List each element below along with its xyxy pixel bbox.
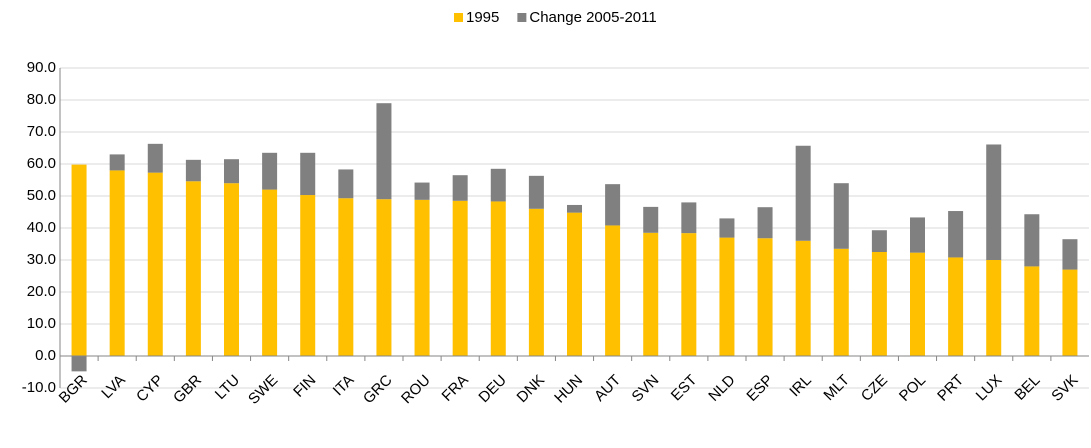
x-tick-label: GRC [360,372,396,408]
x-tick-label: LUX [973,372,1006,405]
y-tick-label: 60.0 [27,155,56,172]
bar-segment [719,218,735,238]
legend-swatch [517,13,527,22]
y-tick-label: 10.0 [27,315,56,332]
x-tick-label: PRT [934,372,967,405]
bar-segment [147,143,163,173]
x-tick-label: MLT [820,372,852,404]
bar-segment [185,159,201,182]
x-tick-label: ROU [398,372,434,408]
bar-segment [262,189,278,356]
y-tick-label: -10.0 [22,379,56,396]
x-tick-label: CYP [133,372,167,406]
bar-segment [1062,269,1078,356]
bar-segment [185,181,201,356]
bar-segment [262,152,278,190]
bar-segment [719,237,735,356]
bar-segment [833,248,849,356]
bar-segment [757,238,773,356]
bar-segment [948,257,964,356]
bar-segment [605,225,621,356]
x-tick-label: HUN [551,372,586,407]
bar-segment [567,212,582,356]
x-tick-label: SVN [629,372,663,406]
x-tick-label: ITA [330,372,358,400]
bar-segment [795,145,811,241]
bar-segment [452,175,468,201]
bar-segment [910,252,925,356]
bar-segment [910,217,925,253]
x-tick-label: CZE [858,372,891,405]
x-tick-label: LVA [98,372,129,403]
y-tick-label: 40.0 [27,219,56,236]
bar-segment [452,200,468,356]
x-tick-label: AUT [591,372,624,405]
x-tick-label: LTU [212,372,243,403]
y-tick-label: 30.0 [27,251,56,268]
bar-segment [871,252,887,356]
bar-segment [71,164,87,356]
bar-segment [414,199,430,356]
legend-label: 1995 [466,9,499,26]
x-tick-label: SWE [245,372,281,408]
bar-segment [376,199,392,356]
bar-segment [567,204,582,213]
y-tick-label: 90.0 [27,59,56,76]
bar-segment [795,240,811,356]
bar-segment [643,232,659,356]
bar-segment [1024,214,1040,267]
bar-segment [833,183,849,249]
bar-segment [605,184,621,226]
bar-segment [1024,266,1040,356]
bar-segment [643,206,659,233]
bar-segment [490,168,506,202]
bar-segment [948,211,964,258]
bar-segment [338,169,354,199]
bar-segment [376,103,392,200]
bar-segment [71,356,87,372]
x-tick-label: BGR [56,372,91,407]
bar-segment [528,175,544,209]
x-tick-label: EST [668,372,701,405]
bar-segment [109,170,125,356]
x-tick-label: DEU [475,372,509,406]
bar-segment [300,152,316,196]
y-tick-label: 50.0 [27,187,56,204]
x-tick-label: GBR [170,372,205,407]
bar-segment [490,201,506,356]
bar-segment [224,159,239,184]
x-tick-label: POL [896,372,929,405]
bar-segment [1062,239,1078,270]
x-tick-label: DNK [514,372,548,406]
x-tick-label: FRA [439,372,472,405]
y-tick-label: 20.0 [27,283,56,300]
bar-segment [414,182,430,200]
legend-swatch [454,13,463,22]
bar-segment [147,172,163,356]
x-tick-label: BEL [1011,372,1043,404]
x-tick-label: FIN [290,372,319,401]
x-tick-label: NLD [705,372,738,405]
bar-segment [986,144,1002,260]
bar-segment [681,202,697,234]
y-tick-label: 70.0 [27,123,56,140]
bar-segment [338,198,354,356]
x-tick-label: ESP [743,372,776,405]
bar-segment [757,207,773,239]
bar-segment [528,208,544,356]
bar-segment [224,183,239,356]
legend-label: Change 2005-2011 [529,9,656,26]
bar-segment [300,195,316,356]
x-tick-label: IRL [786,372,815,401]
y-tick-label: 80.0 [27,91,56,108]
bar-segment [871,230,887,252]
bar-segment [986,260,1002,356]
y-tick-label: 0.0 [35,347,56,364]
bar-segment [109,154,125,171]
bar-segment [681,233,697,356]
x-tick-label: SVK [1048,372,1081,405]
